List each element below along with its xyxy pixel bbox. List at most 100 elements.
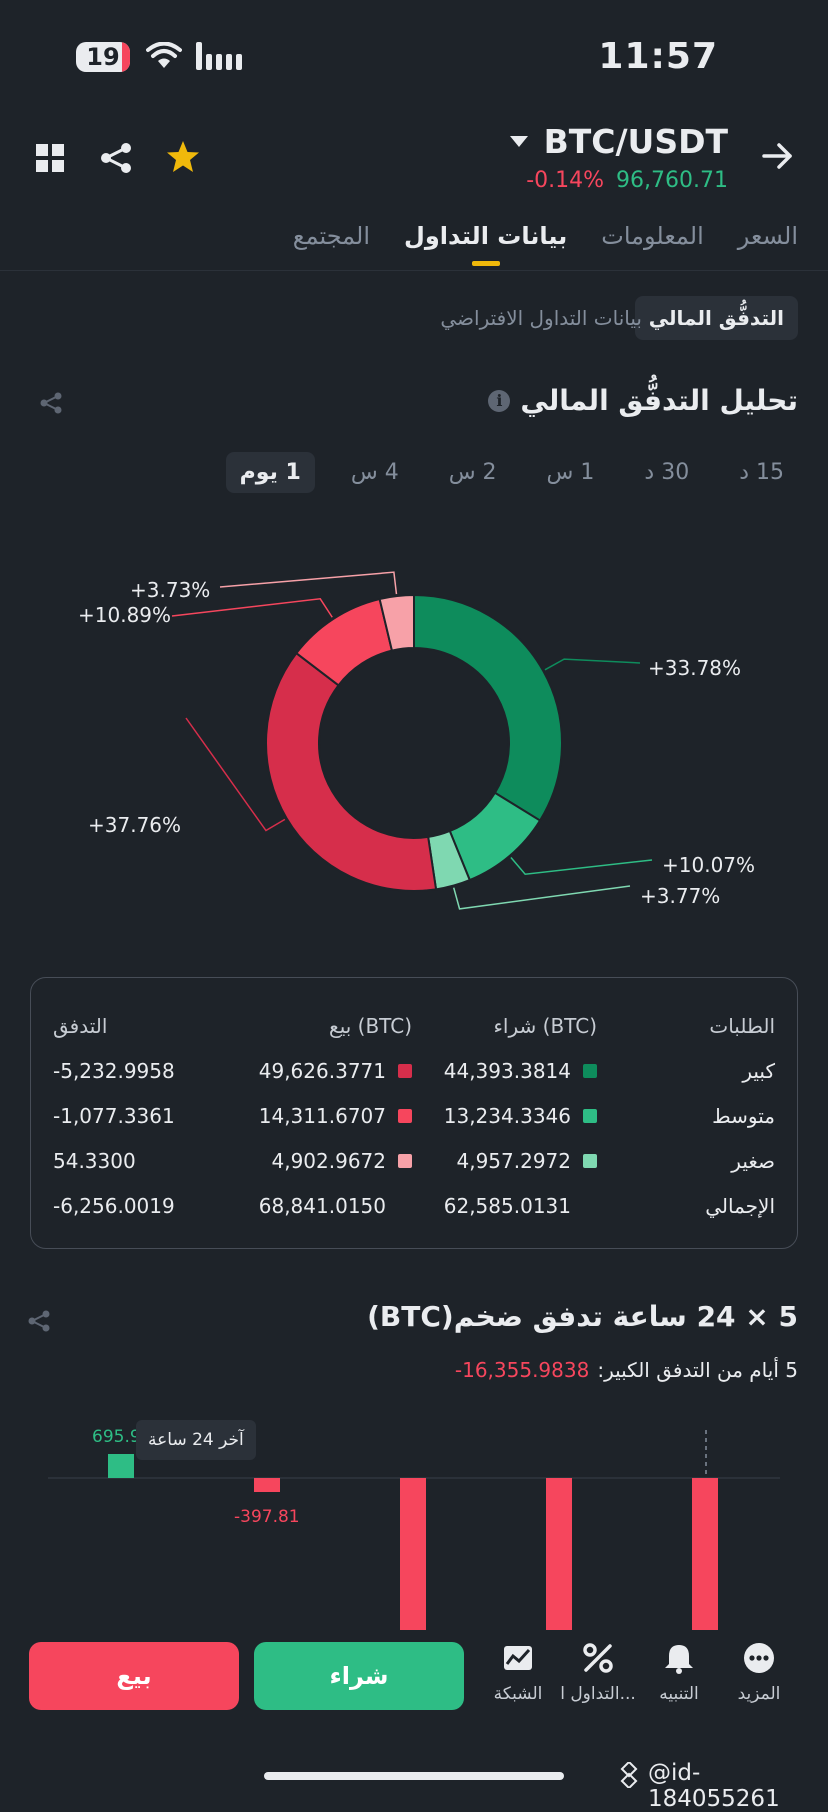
tab-info[interactable]: المعلومات [601,222,704,250]
status-time: 11:57 [598,36,718,77]
leader-line-large-sell [185,717,286,832]
nav-grid[interactable]: الشبكة [480,1642,556,1704]
table-header: الطلبات شراء (BTC) بيع (BTC) التدفق [31,1014,797,1044]
color-swatch [398,1154,412,1168]
exchange-logo-icon [620,1762,638,1788]
row-name: متوسط [712,1104,775,1128]
slice-label-large-buy: +33.78% [648,656,742,680]
row-name: كبير [742,1059,775,1083]
slice-small-sell[interactable] [378,593,415,652]
arrow-right-icon[interactable] [762,142,794,170]
header-flow: التدفق [53,1014,108,1038]
leader-line-small-buy [452,885,631,910]
row-sell: 14,311.6707 [258,1104,386,1128]
bar-day-3[interactable] [400,1478,426,1630]
color-swatch [583,1064,597,1078]
table-row: متوسط 13,234.3346 14,311.6707 -1,077.336… [31,1104,797,1134]
nav-trade-label: التداول ا... [560,1684,636,1704]
slice-label-small-sell: +3.73% [130,578,211,602]
nav-trade[interactable]: التداول ا... [560,1642,636,1704]
more-icon [744,1643,774,1673]
whale-bar-chart: 695.9 -397.81 [48,1427,780,1630]
nav-alert[interactable]: التنبيه [641,1642,717,1704]
header-buy: شراء (BTC) [493,1014,597,1038]
row-sell: 4,902.9672 [271,1149,386,1173]
price-bar: -0.14% 96,760.71 [526,168,728,193]
buy-button[interactable]: شراء [254,1642,464,1710]
chart-tooltip: آخر 24 ساعة [136,1420,256,1460]
row-flow: -6,256.0019 [53,1194,175,1218]
home-indicator [264,1772,564,1780]
interval-2h[interactable]: 2 س [448,460,497,485]
slice-label-medium-buy: +10.07% [662,853,756,877]
row-buy: 13,234.3346 [443,1104,571,1128]
table-row-total: الإجمالي 62,585.0131 68,841.0150 -6,256.… [31,1194,797,1224]
whale-subtitle: 5 أيام من التدفق الكبير: -16,355.9838 [455,1358,798,1382]
nav-grid-label: الشبكة [493,1684,543,1704]
row-buy: 4,957.2972 [456,1149,571,1173]
interval-1d[interactable]: 1 يوم [225,452,315,493]
slice-label-medium-sell: +10.89% [78,603,172,627]
info-icon[interactable]: i [488,389,511,412]
pair-title[interactable]: BTC/USDT [543,122,728,161]
interval-4h[interactable]: 4 س [350,460,399,485]
last-price: 96,760.71 [616,168,728,193]
pair-dropdown-icon[interactable] [510,136,528,147]
row-name: الإجمالي [705,1194,775,1218]
leader-line-medium-buy [510,856,653,876]
bar-label-day-2: -397.81 [234,1507,300,1527]
whale-subtitle-value: -16,355.9838 [454,1358,590,1382]
row-name: صغير [731,1149,775,1173]
tab-community[interactable]: المجتمع [292,222,371,250]
interval-30m[interactable]: 30 د [644,460,690,485]
nav-more-label: المزيد [737,1684,781,1704]
row-buy: 62,585.0131 [443,1194,571,1218]
header-orders: الطلبات [709,1014,775,1038]
slice-large-buy[interactable] [413,593,563,822]
color-swatch [583,1109,597,1123]
orders-table: الطلبات شراء (BTC) بيع (BTC) التدفق كبير… [30,977,798,1249]
section-share-icon[interactable] [40,392,62,414]
slice-label-small-buy: +3.77% [640,884,721,908]
watermark: @id-184055261 [648,1760,780,1812]
battery-indicator: 19 [76,42,130,72]
interval-15m[interactable]: 15 د [739,460,784,485]
interval-selector: 15 د 30 د 1 س 2 س 4 س 1 يوم [225,452,798,493]
row-sell: 68,841.0150 [258,1194,386,1218]
bell-icon [665,1645,693,1674]
header-sell: بيع (BTC) [329,1014,412,1038]
slice-large-sell[interactable] [265,651,438,892]
color-swatch [583,1154,597,1168]
color-swatch [398,1064,412,1078]
tab-price[interactable]: السعر [737,222,798,250]
star-icon[interactable] [166,140,200,174]
bar-day-4[interactable] [546,1478,572,1630]
interval-1h[interactable]: 1 س [546,460,595,485]
section-title-text: تحليل التدفُّق المالي [520,384,798,417]
subtab-futures-data[interactable]: بيانات التداول الافتراضي [440,306,642,330]
row-buy: 44,393.3814 [443,1059,571,1083]
leader-line-small-sell [219,571,398,595]
tabs-divider [0,270,828,271]
tab-trading-data[interactable]: بيانات التداول [404,222,568,266]
whale-share-icon[interactable] [28,1310,50,1332]
bar-day-1[interactable] [108,1454,134,1478]
section-title: تحليل التدفُّق المالي i [488,384,798,417]
bar-day-5[interactable] [692,1478,718,1630]
table-row: كبير 44,393.3814 49,626.3771 -5,232.9958 [31,1059,797,1089]
subtab-money-flow[interactable]: التدفُّق المالي [634,296,798,340]
money-flow-donut [171,571,653,910]
row-flow: -1,077.3361 [53,1104,175,1128]
share-icon[interactable] [100,142,132,174]
bar-label-day-1: 695.9 [92,1427,141,1447]
percent-icon [583,1643,613,1673]
signal-icon [196,42,242,70]
grid-bot-icon [504,1646,532,1670]
nav-alert-label: التنبيه [659,1684,699,1704]
bar-day-2[interactable] [254,1478,280,1492]
table-row: صغير 4,957.2972 4,902.9672 54.3300 [31,1149,797,1179]
grid-icon[interactable] [36,144,64,172]
nav-more[interactable]: المزيد [721,1642,797,1704]
sell-button[interactable]: بيع [29,1642,239,1710]
row-flow: 54.3300 [53,1149,136,1173]
